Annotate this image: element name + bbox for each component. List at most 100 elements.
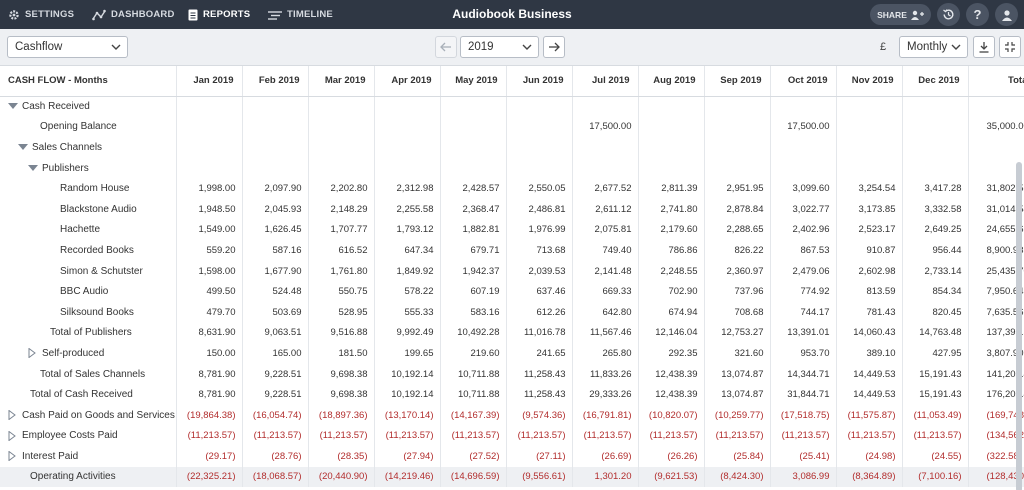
value-cell[interactable]: 3,022.77 (769, 198, 836, 220)
value-cell[interactable]: 11,258.43 (505, 384, 572, 405)
value-cell[interactable]: 1,882.81 (439, 219, 506, 241)
value-cell[interactable]: 820.45 (901, 301, 968, 323)
value-cell[interactable]: 2,677.52 (571, 178, 638, 199)
value-cell[interactable]: (11,213.57) (439, 425, 506, 447)
value-cell[interactable]: 3,173.85 (835, 198, 902, 220)
value-cell[interactable]: 679.71 (439, 240, 506, 261)
value-cell[interactable] (835, 96, 902, 117)
value-cell[interactable]: 583.16 (439, 301, 506, 323)
value-cell[interactable]: 1,998.00 (175, 178, 242, 199)
value-cell[interactable]: 647.34 (373, 240, 440, 261)
column-header-month[interactable]: Nov 2019 (835, 66, 902, 97)
value-cell[interactable]: 2,479.06 (769, 260, 836, 282)
value-cell[interactable] (703, 137, 770, 158)
value-cell[interactable]: 2,741.80 (637, 198, 704, 220)
value-cell[interactable]: 550.75 (307, 281, 374, 302)
value-cell[interactable]: 8,631.90 (175, 322, 242, 344)
nav-timeline[interactable]: TIMELINE (268, 0, 333, 29)
value-cell[interactable] (505, 116, 572, 138)
value-cell[interactable] (901, 137, 968, 158)
value-cell[interactable]: 12,438.39 (637, 363, 704, 385)
value-cell[interactable]: (11,213.57) (307, 425, 374, 447)
value-cell[interactable]: 555.33 (373, 301, 440, 323)
value-cell[interactable]: 13,074.87 (703, 363, 770, 385)
value-cell[interactable]: 953.70 (769, 343, 836, 364)
value-cell[interactable]: 2,360.97 (703, 260, 770, 282)
value-cell[interactable]: (14,696.59) (439, 466, 506, 488)
value-cell[interactable]: 2,075.81 (571, 219, 638, 241)
value-cell[interactable]: 2,288.65 (703, 219, 770, 241)
value-cell[interactable]: 612.26 (505, 301, 572, 323)
value-cell[interactable]: (9,556.61) (505, 466, 572, 488)
column-header-month[interactable]: Mar 2019 (307, 66, 374, 97)
total-cell[interactable]: (134,562.84) (967, 425, 1024, 447)
value-cell[interactable]: 3,417.28 (901, 178, 968, 199)
row-label-cell[interactable]: Self-produced (0, 343, 176, 364)
value-cell[interactable] (835, 157, 902, 179)
value-cell[interactable]: 2,649.25 (901, 219, 968, 241)
value-cell[interactable]: 1,707.77 (307, 219, 374, 241)
value-cell[interactable]: 11,016.78 (505, 322, 572, 344)
value-cell[interactable]: (11,213.57) (175, 425, 242, 447)
value-cell[interactable]: 29,333.26 (571, 384, 638, 405)
nav-dashboard[interactable]: DASHBOARD (92, 0, 175, 29)
value-cell[interactable]: 826.22 (703, 240, 770, 261)
column-header-month[interactable]: Jul 2019 (571, 66, 638, 97)
value-cell[interactable]: 2,202.80 (307, 178, 374, 199)
value-cell[interactable]: (24.55) (901, 446, 968, 467)
period-select[interactable]: Monthly (899, 36, 968, 58)
value-cell[interactable]: 1,626.45 (241, 219, 308, 241)
total-cell[interactable]: 141,203.43 (967, 363, 1024, 385)
collapsed-triangle-icon[interactable] (8, 430, 16, 442)
year-select[interactable]: 2019 (460, 36, 539, 58)
value-cell[interactable] (505, 137, 572, 158)
value-cell[interactable]: 2,312.98 (373, 178, 440, 199)
value-cell[interactable]: 1,598.00 (175, 260, 242, 282)
value-cell[interactable]: 499.50 (175, 281, 242, 302)
value-cell[interactable]: 15,191.43 (901, 384, 968, 405)
column-header-month[interactable]: Jun 2019 (505, 66, 572, 97)
value-cell[interactable]: 13,074.87 (703, 384, 770, 405)
value-cell[interactable]: 524.48 (241, 281, 308, 302)
value-cell[interactable]: 14,344.71 (769, 363, 836, 385)
value-cell[interactable]: 3,254.54 (835, 178, 902, 199)
total-cell[interactable]: 24,655.63 (967, 219, 1024, 241)
value-cell[interactable]: (14,219.46) (373, 466, 440, 488)
value-cell[interactable]: 8,781.90 (175, 384, 242, 405)
value-cell[interactable]: (27.94) (373, 446, 440, 467)
value-cell[interactable]: 1,761.80 (307, 260, 374, 282)
value-cell[interactable] (703, 116, 770, 138)
value-cell[interactable] (241, 116, 308, 138)
total-cell[interactable]: 31,014.54 (967, 198, 1024, 220)
value-cell[interactable]: (11,213.57) (769, 425, 836, 447)
value-cell[interactable]: 1,793.12 (373, 219, 440, 241)
value-cell[interactable]: (24.98) (835, 446, 902, 467)
value-cell[interactable]: 2,733.14 (901, 260, 968, 282)
column-header-month[interactable]: Oct 2019 (769, 66, 836, 97)
value-cell[interactable]: (8,424.30) (703, 466, 770, 488)
value-cell[interactable] (769, 96, 836, 117)
value-cell[interactable]: (8,364.89) (835, 466, 902, 488)
value-cell[interactable]: 17,500.00 (571, 116, 638, 138)
value-cell[interactable]: 2,550.05 (505, 178, 572, 199)
value-cell[interactable]: 292.35 (637, 343, 704, 364)
value-cell[interactable]: 9,698.38 (307, 363, 374, 385)
total-cell[interactable]: 35,000.00 (967, 116, 1024, 138)
value-cell[interactable]: 2,248.55 (637, 260, 704, 282)
value-cell[interactable]: (16,054.74) (241, 404, 308, 426)
row-label-cell[interactable]: Employee Costs Paid (0, 426, 176, 447)
value-cell[interactable]: 9,992.49 (373, 322, 440, 344)
value-cell[interactable]: 786.86 (637, 240, 704, 261)
value-cell[interactable]: 2,097.90 (241, 178, 308, 199)
value-cell[interactable]: 2,045.93 (241, 198, 308, 220)
value-cell[interactable]: 11,258.43 (505, 363, 572, 385)
column-header-month[interactable]: Apr 2019 (373, 66, 440, 97)
value-cell[interactable]: 867.53 (769, 240, 836, 261)
next-year-button[interactable] (543, 36, 565, 58)
collapsed-triangle-icon[interactable] (28, 347, 36, 359)
value-cell[interactable]: 12,438.39 (637, 384, 704, 405)
value-cell[interactable]: 11,833.26 (571, 363, 638, 385)
value-cell[interactable] (901, 157, 968, 179)
value-cell[interactable]: 781.43 (835, 301, 902, 323)
value-cell[interactable]: 2,951.95 (703, 178, 770, 199)
